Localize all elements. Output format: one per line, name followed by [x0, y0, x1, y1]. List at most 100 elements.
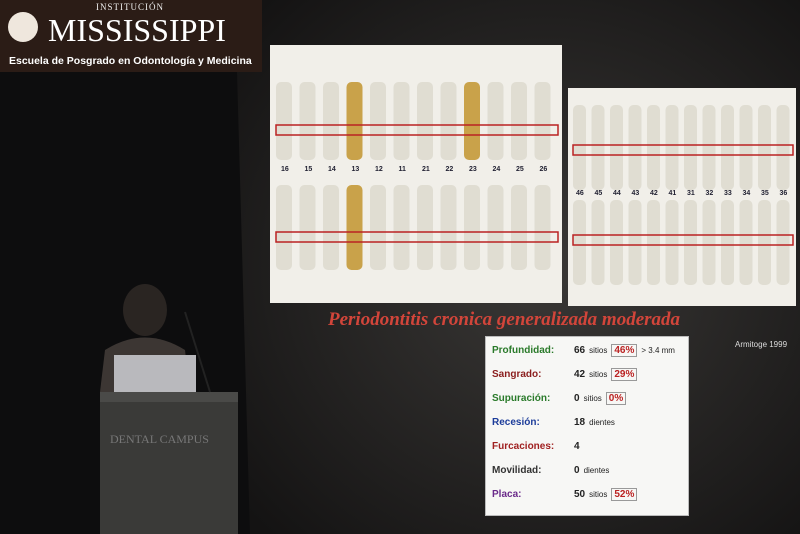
tooth: [417, 185, 433, 270]
tooth-number: 11: [398, 166, 406, 173]
tooth-number: 43: [631, 190, 640, 197]
tooth: [464, 82, 480, 160]
tooth-number: 31: [687, 190, 695, 197]
row-unit: sitios: [589, 346, 608, 355]
tooth-number: 34: [742, 190, 751, 197]
row-value: 0: [574, 393, 580, 404]
tooth-number: 41: [668, 190, 677, 197]
row-label: Profundidad:: [492, 345, 555, 356]
tooth: [440, 185, 457, 270]
row-extra: > 3.4 mm: [641, 346, 675, 355]
tooth: [647, 200, 660, 285]
tooth: [323, 82, 339, 160]
tooth: [464, 185, 480, 270]
laptop: [114, 355, 196, 392]
microphone: [184, 311, 211, 393]
tooth-number: 32: [705, 190, 714, 197]
tooth: [370, 82, 386, 160]
tooth: [534, 82, 551, 160]
tooth-number: 35: [761, 190, 769, 197]
tooth-number: 42: [650, 190, 658, 197]
table-row: Recesión: 18 dientes: [492, 417, 619, 428]
tooth: [665, 200, 679, 285]
tooth: [591, 105, 605, 190]
tooth: [393, 82, 410, 160]
tooth: [393, 185, 410, 270]
row-unit: sitios: [589, 490, 608, 499]
tooth: [573, 200, 586, 285]
tooth: [534, 185, 551, 270]
podium-brand: DENTAL CAMPUS: [110, 432, 209, 446]
row-value: 0: [574, 465, 580, 476]
row-label: Movilidad:: [492, 465, 542, 476]
tooth: [702, 105, 716, 190]
tooth: [276, 185, 292, 270]
probing-line: [572, 234, 794, 246]
summary-table: Profundidad: 66 sitios 46% > 3.4 mm Sangrado:…: [485, 336, 689, 516]
tooth-number: 12: [375, 166, 383, 173]
tooth: [702, 200, 716, 285]
row-unit: sitios: [589, 370, 608, 379]
slide-title: Periodontitis cronica generalizada moder…: [328, 309, 681, 330]
tooth: [758, 200, 771, 285]
tooth: [628, 200, 642, 285]
row-unit: sitios: [583, 394, 602, 403]
row-label: Furcaciones:: [492, 441, 555, 452]
tooth: [299, 185, 316, 270]
logo: INSTITUCIÓN MISSISSIPPI Escuela de Posgr…: [0, 0, 262, 72]
tooth: [511, 185, 527, 270]
row-label: Placa:: [492, 489, 522, 500]
podium: [100, 392, 238, 534]
row-value: 42: [574, 369, 586, 380]
row-value: 4: [574, 441, 580, 452]
tooth: [591, 200, 605, 285]
tooth: [684, 105, 697, 190]
tooth: [665, 105, 679, 190]
tooth: [440, 82, 457, 160]
tooth: [721, 105, 734, 190]
row-value: 66: [574, 345, 586, 356]
tooth-number: 36: [779, 190, 788, 197]
tooth: [276, 82, 292, 160]
tooth: [776, 200, 790, 285]
row-value: 18: [574, 417, 586, 428]
tooth-number: 33: [724, 190, 732, 197]
tooth: [346, 82, 363, 160]
teeth: [275, 82, 794, 285]
probing-line: [572, 144, 794, 156]
person-head: [123, 284, 167, 336]
table-row: Placa: 50 sitios 52%: [492, 488, 641, 501]
row-label: Sangrado:: [492, 369, 542, 380]
tooth: [487, 82, 504, 160]
tooth: [739, 200, 753, 285]
logo-name: MISSISSIPPI: [48, 12, 226, 48]
row-percent: 29%: [611, 368, 638, 381]
tooth: [299, 82, 316, 160]
row-value: 50: [574, 489, 586, 500]
tooth-number: 46: [576, 190, 584, 197]
table-row: Supuración: 0 sitios 0%: [492, 392, 630, 405]
tooth: [511, 82, 527, 160]
tooth: [370, 185, 386, 270]
table-row: Movilidad: 0 dientes: [492, 465, 613, 476]
row-percent: 52%: [611, 488, 638, 501]
tooth: [776, 105, 790, 190]
tooth-number: 21: [422, 166, 430, 173]
tooth-number: 23: [469, 166, 477, 173]
logo-kicker: INSTITUCIÓN: [96, 2, 164, 12]
tooth-number: 24: [492, 166, 501, 173]
tooth: [758, 105, 771, 190]
citation: Armitoge 1999: [735, 340, 788, 349]
tooth: [628, 105, 642, 190]
tooth-number: 26: [539, 166, 548, 173]
row-unit: dientes: [589, 418, 615, 427]
row-percent: 0%: [605, 392, 627, 405]
row-percent: 46%: [611, 344, 638, 357]
row-unit: dientes: [583, 466, 610, 475]
tooth: [610, 105, 623, 190]
tooth: [721, 200, 734, 285]
podium-top: [100, 392, 238, 402]
tooth-number: 14: [328, 166, 336, 173]
probing-line: [275, 124, 559, 136]
